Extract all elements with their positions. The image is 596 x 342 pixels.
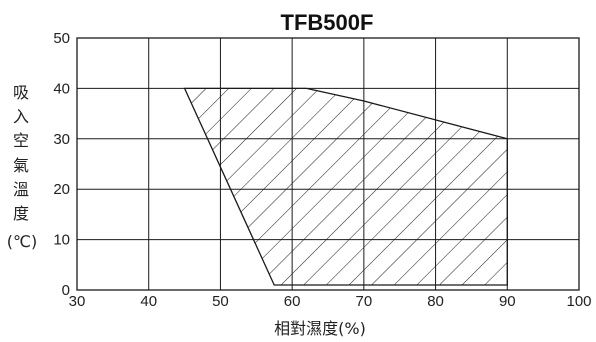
y-tick-label-3: 30 [53,131,70,148]
y-tick-label-1: 10 [53,232,70,249]
x-tick-label-5: 80 [427,293,444,310]
chart-title: TFB500F [281,10,374,35]
y-axis-label-char-1: 入 [13,107,29,126]
y-axis-ticks: 0 10 20 30 40 50 [53,30,70,299]
plot-frame [76,37,580,291]
y-axis-label-char-6: (℃) [7,232,37,251]
x-tick-label-3: 60 [284,293,301,310]
plot-border [76,37,580,291]
y-tick-label-5: 50 [53,30,70,47]
x-axis-ticks: 30 40 50 60 70 80 90 100 [69,293,592,310]
y-axis-label-char-3: 氣 [13,156,29,175]
x-tick-label-1: 40 [140,293,157,310]
y-axis-label-char-4: 溫 [13,180,29,199]
x-tick-label-4: 70 [356,293,373,310]
y-tick-label-4: 40 [53,80,70,97]
x-axis-label: 相對濕度(%) [274,319,366,338]
operating-region-polygon [183,87,508,286]
y-tick-label-0: 0 [62,282,70,299]
y-axis-label-char-5: 度 [13,204,29,223]
y-tick-label-2: 20 [53,181,70,198]
x-tick-label-0: 30 [69,293,86,310]
y-axis-label-char-0: 吸 [13,83,29,102]
operating-region [183,87,508,286]
y-axis-label-char-2: 空 [13,131,29,150]
x-tick-label-2: 50 [212,293,229,310]
x-tick-label-6: 90 [499,293,516,310]
x-tick-label-7: 100 [566,293,591,310]
